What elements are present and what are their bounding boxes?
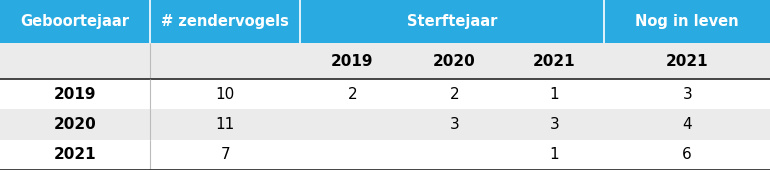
- Text: Nog in leven: Nog in leven: [635, 14, 739, 29]
- Text: 2021: 2021: [666, 54, 708, 69]
- Text: 3: 3: [550, 117, 559, 132]
- Bar: [0, 140, 770, 170]
- Text: 11: 11: [216, 117, 235, 132]
- Bar: [0, 43, 770, 79]
- Text: Geboortejaar: Geboortejaar: [21, 14, 129, 29]
- Text: 1: 1: [550, 87, 559, 102]
- Text: 2: 2: [450, 87, 459, 102]
- Bar: [0, 109, 770, 140]
- Text: 6: 6: [682, 147, 692, 162]
- Bar: [0, 79, 770, 109]
- Text: 2019: 2019: [331, 54, 373, 69]
- Text: Sterftejaar: Sterftejaar: [407, 14, 497, 29]
- Text: # zendervogels: # zendervogels: [161, 14, 290, 29]
- Text: 2: 2: [347, 87, 357, 102]
- Text: 4: 4: [682, 117, 692, 132]
- Text: 10: 10: [216, 87, 235, 102]
- Text: 7: 7: [220, 147, 230, 162]
- Text: 3: 3: [682, 87, 692, 102]
- Text: 2019: 2019: [54, 87, 96, 102]
- Text: 2021: 2021: [533, 54, 576, 69]
- Text: 1: 1: [550, 147, 559, 162]
- Text: 3: 3: [450, 117, 459, 132]
- Text: 2021: 2021: [54, 147, 96, 162]
- Text: 2020: 2020: [54, 117, 96, 132]
- Text: 2020: 2020: [433, 54, 476, 69]
- Bar: [0, 0, 770, 43]
